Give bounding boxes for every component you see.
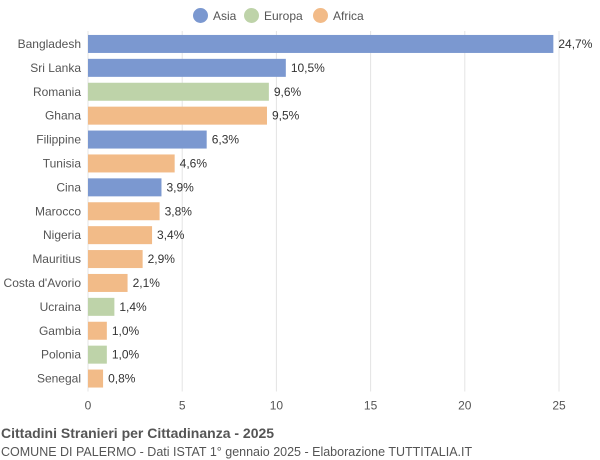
bar-polonia <box>88 345 107 364</box>
category-labels: Bangladesh Sri Lanka Romania Ghana Filippine… <box>4 37 82 386</box>
bar-bangladesh <box>88 34 554 53</box>
x-tick-label-5: 5 <box>179 399 186 413</box>
value-label-ghana: 9,5% <box>272 109 300 123</box>
x-tick-label-25: 25 <box>552 399 566 413</box>
x-axis-ticks: 0 5 10 15 20 25 <box>85 399 566 413</box>
chart-footer-title: Cittadini Stranieri per Cittadinanza - 2… <box>1 425 275 441</box>
bars <box>88 34 554 388</box>
bar-romania <box>88 82 269 101</box>
bar-nigeria <box>88 226 153 245</box>
bar-mauritius <box>88 250 143 269</box>
x-tick-label-10: 10 <box>270 399 284 413</box>
value-label-mauritius: 2,9% <box>148 252 176 266</box>
value-labels: 24,7% 10,5% 9,6% 9,5% 6,3% 4,6% 3,9% 3,8% 3,4% 2,… <box>108 37 593 386</box>
bar-ucraina <box>88 297 115 316</box>
category-label-romania: Romania <box>33 85 81 99</box>
legend-swatch-africa <box>313 8 328 23</box>
value-label-nigeria: 3,4% <box>157 228 185 242</box>
category-label-filippine: Filippine <box>36 133 81 147</box>
legend-label-africa: Africa <box>333 9 364 23</box>
category-label-senegal: Senegal <box>37 372 81 386</box>
category-label-ghana: Ghana <box>45 109 81 123</box>
x-tick-label-20: 20 <box>458 399 472 413</box>
category-label-nigeria: Nigeria <box>43 228 81 242</box>
category-label-cina: Cina <box>56 180 81 194</box>
value-label-gambia: 1,0% <box>112 324 140 338</box>
bar-tunisia <box>88 154 175 173</box>
category-label-tunisia: Tunisia <box>43 156 82 170</box>
value-label-romania: 9,6% <box>274 85 302 99</box>
category-label-ucraina: Ucraina <box>40 300 82 314</box>
bar-costa-d-avorio <box>88 273 128 292</box>
bar-ghana <box>88 106 267 125</box>
category-label-mauritius: Mauritius <box>32 252 81 266</box>
x-tick-label-0: 0 <box>85 399 92 413</box>
value-label-cina: 3,9% <box>166 180 194 194</box>
legend-label-europa: Europa <box>264 9 303 23</box>
value-label-tunisia: 4,6% <box>180 156 208 170</box>
value-label-filippine: 6,3% <box>212 133 240 147</box>
x-tick-label-15: 15 <box>364 399 378 413</box>
legend-swatch-asia <box>193 8 208 23</box>
bar-filippine <box>88 130 207 149</box>
chart-footer-subtitle: COMUNE DI PALERMO - Dati ISTAT 1° gennai… <box>1 445 473 459</box>
legend-swatch-europa <box>244 8 259 23</box>
value-label-sri-lanka: 10,5% <box>291 61 325 75</box>
bar-senegal <box>88 369 104 388</box>
value-label-senegal: 0,8% <box>108 372 136 386</box>
value-label-bangladesh: 24,7% <box>558 37 592 51</box>
value-label-costa-d-avorio: 2,1% <box>133 276 161 290</box>
category-label-sri-lanka: Sri Lanka <box>30 61 81 75</box>
bar-cina <box>88 178 162 197</box>
category-label-polonia: Polonia <box>41 348 81 362</box>
value-label-polonia: 1,0% <box>112 348 140 362</box>
category-label-marocco: Marocco <box>35 204 81 218</box>
legend: Asia Europa Africa <box>193 8 364 23</box>
value-label-ucraina: 1,4% <box>119 300 147 314</box>
category-label-gambia: Gambia <box>39 324 81 338</box>
bar-gambia <box>88 321 107 340</box>
legend-label-asia: Asia <box>213 9 237 23</box>
category-label-costa-d-avorio: Costa d'Avorio <box>4 276 82 290</box>
category-label-bangladesh: Bangladesh <box>18 37 81 51</box>
value-label-marocco: 3,8% <box>165 204 193 218</box>
bar-marocco <box>88 202 160 221</box>
bar-sri-lanka <box>88 58 286 77</box>
